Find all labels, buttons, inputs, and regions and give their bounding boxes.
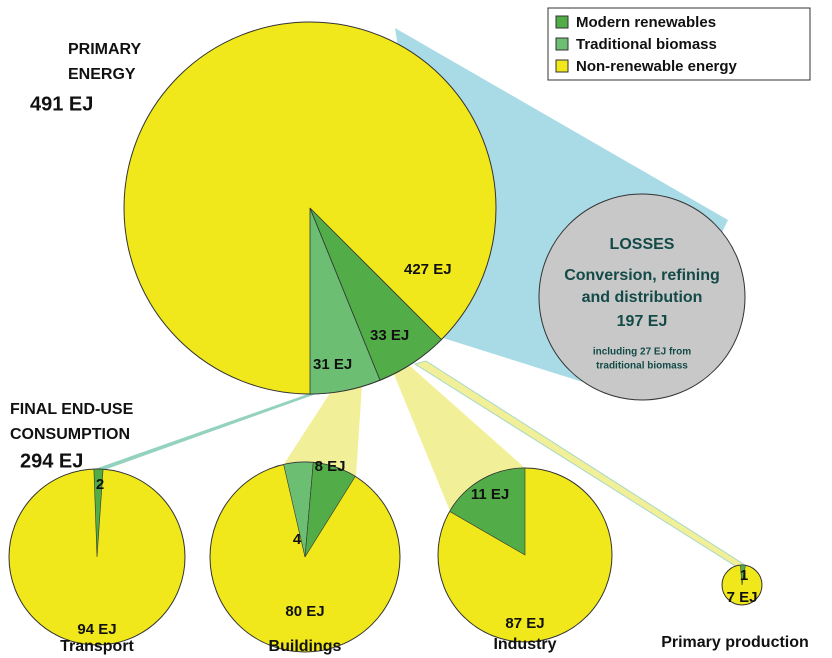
- legend-swatch: [555, 59, 569, 73]
- legend-label: Non-renewable energy: [576, 58, 738, 75]
- sector-name: Buildings: [269, 638, 342, 655]
- losses-circle: [538, 193, 746, 401]
- buildings-funnel: [284, 385, 362, 476]
- slice-label: 80 EJ: [285, 603, 324, 620]
- primary-title: PRIMARY: [68, 41, 142, 58]
- slice-label: 2: [96, 476, 104, 493]
- traditional-label: 31 EJ: [313, 356, 352, 373]
- legend-label: Traditional biomass: [576, 36, 717, 53]
- losses-title: LOSSES: [610, 236, 675, 253]
- final-title: CONSUMPTION: [10, 426, 130, 443]
- primary-production-slice: [740, 564, 746, 586]
- losses-text: and distribution: [582, 289, 703, 306]
- sector-name: Transport: [60, 638, 134, 655]
- slice-label: 4: [293, 531, 302, 548]
- legend: [547, 7, 811, 81]
- losses-note: including 27 EJ from: [593, 347, 691, 358]
- sector-name: Primary production: [661, 634, 809, 651]
- transport-slice: [93, 468, 104, 558]
- slice-label: 8 EJ: [315, 458, 346, 475]
- final-title: FINAL END-USE: [10, 401, 134, 418]
- losses-total: 197 EJ: [617, 313, 668, 330]
- slice-label: 94 EJ: [77, 621, 116, 638]
- sector-name: Industry: [493, 636, 556, 653]
- buildings-modern: [304, 462, 356, 558]
- non-renewable-label: 427 EJ: [404, 261, 452, 278]
- industry-modern: [449, 467, 526, 556]
- losses-text: Conversion, refining: [564, 267, 720, 284]
- final-total: 294 EJ: [20, 450, 83, 472]
- legend-label: Modern renewables: [576, 14, 716, 31]
- modern-slice: [309, 207, 443, 381]
- slice-label: 7 EJ: [727, 589, 758, 606]
- primary-title: ENERGY: [68, 66, 136, 83]
- slice-label: 87 EJ: [505, 615, 544, 632]
- primary-total: 491 EJ: [30, 93, 93, 115]
- transport-funnel: [92, 394, 316, 470]
- slice-label: 11 EJ: [471, 486, 509, 503]
- modern-label: 33 EJ: [370, 327, 409, 344]
- slice-label: 1: [740, 567, 748, 584]
- losses-note: traditional biomass: [596, 361, 688, 372]
- legend-swatch: [555, 15, 569, 29]
- legend-swatch: [555, 37, 569, 51]
